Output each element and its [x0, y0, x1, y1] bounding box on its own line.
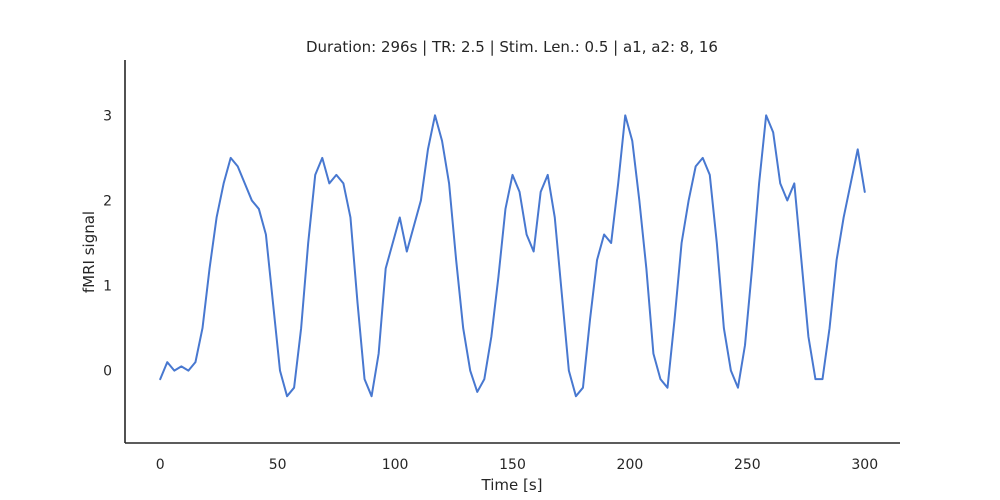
y-tick-label: 1: [103, 279, 112, 295]
x-tick-label: 0: [156, 457, 165, 473]
x-tick-label: 300: [851, 457, 878, 473]
y-tick-labels: 0 1 2 3: [103, 108, 112, 379]
y-tick-label: 2: [103, 193, 112, 209]
y-axis-label: fMRI signal: [80, 211, 98, 293]
x-tick-label: 200: [617, 457, 644, 473]
x-tick-label: 150: [499, 457, 526, 473]
x-tick-label: 250: [734, 457, 761, 473]
x-tick-label: 100: [382, 457, 409, 473]
signal-series-line: [159, 114, 866, 398]
x-tick-labels: 0 50 100 150 200 250 300: [156, 457, 878, 473]
x-axis-label: Time [s]: [481, 476, 543, 494]
y-tick-label: 3: [103, 108, 112, 124]
y-tick-label: 0: [103, 364, 112, 380]
chart-title: Duration: 296s | TR: 2.5 | Stim. Len.: 0…: [306, 38, 718, 56]
x-tick-label: 50: [269, 457, 287, 473]
